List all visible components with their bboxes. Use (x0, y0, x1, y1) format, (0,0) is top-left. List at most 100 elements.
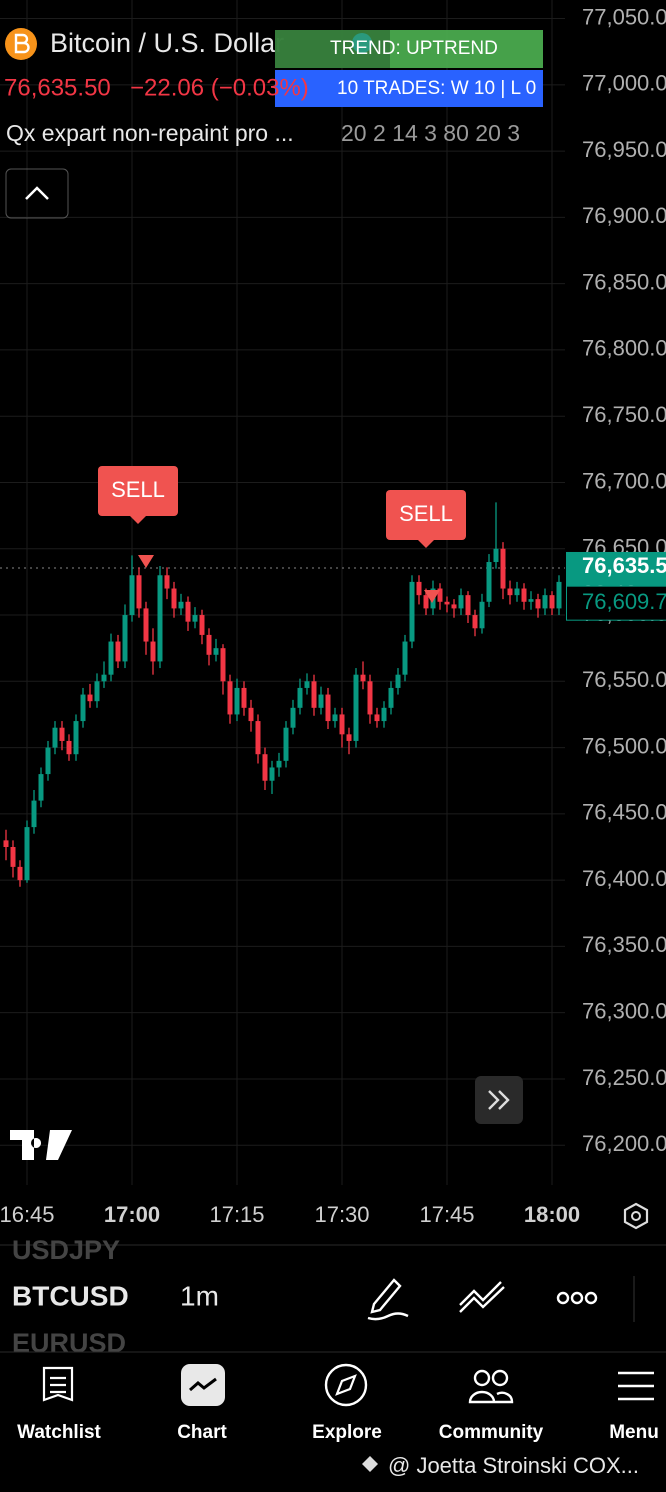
candle-body (416, 581, 422, 596)
candle-body (38, 774, 44, 801)
candle-body (164, 575, 170, 589)
nav-label[interactable]: Community (439, 1422, 544, 1443)
draw-icon[interactable] (367, 1278, 409, 1321)
candle-body (521, 588, 527, 602)
x-tick-label: 17:45 (419, 1202, 474, 1227)
candle-body (122, 615, 128, 662)
toolbar-band (0, 1264, 666, 1334)
chevron-up (25, 186, 49, 200)
candle-body (94, 681, 100, 702)
symbol[interactable]: BTCUSD (12, 1280, 129, 1311)
candle-body (304, 681, 310, 688)
candle-body (535, 599, 541, 609)
candle-body (3, 840, 9, 847)
candle-body (185, 601, 191, 622)
settings-icon[interactable] (623, 1202, 649, 1230)
candle-body (17, 866, 23, 881)
candle-body (542, 595, 548, 609)
interval[interactable]: 1m (180, 1280, 219, 1311)
x-tick-label: 17:30 (314, 1202, 369, 1227)
tv-logo (10, 1130, 72, 1160)
last-price: 76,635.50 (4, 74, 111, 101)
chart-icon-line (189, 1377, 217, 1392)
candle-body (101, 674, 107, 682)
last-price-label: 76,635.5 (582, 553, 666, 578)
candle-body (395, 674, 401, 688)
candle-body (290, 707, 296, 728)
y-tick-label: 76,750.0 (582, 402, 666, 427)
candle-body (199, 615, 205, 635)
exchange-icon (362, 1456, 378, 1472)
y-tick-label: 76,350.0 (582, 932, 666, 957)
candle-body (360, 674, 366, 682)
candle-body (283, 727, 289, 761)
trend-label: TREND: UPTREND (330, 38, 498, 59)
candle-body (451, 604, 457, 609)
nav-label[interactable]: Chart (177, 1422, 227, 1443)
candle-body (388, 687, 394, 708)
candle-body (346, 734, 352, 741)
candle-body (150, 641, 156, 662)
candle-body (297, 687, 303, 708)
explore-needle (335, 1374, 357, 1396)
next-symbol[interactable]: EURUSD (12, 1328, 126, 1358)
x-tick-label: 16:45 (0, 1202, 55, 1227)
trades-label: 10 TRADES: W 10 | L 0 (337, 78, 536, 99)
menu-icon[interactable] (618, 1371, 654, 1401)
candle-body (115, 641, 121, 662)
candle-body (374, 714, 380, 722)
candle-body (66, 740, 72, 755)
candle-body (24, 827, 30, 881)
nav-bar: Watchlist Chart Explore Community Menu (17, 1422, 659, 1443)
candle-body (458, 595, 464, 609)
candle-body (129, 575, 135, 616)
second-price-box (566, 585, 666, 621)
indicator-icon[interactable] (459, 1281, 505, 1313)
candle-body (171, 588, 177, 609)
candle-body (486, 562, 492, 602)
second-price-label: 76,609.7 (582, 589, 666, 614)
sell-box (386, 490, 466, 540)
settings-icon-core (631, 1211, 641, 1221)
x-tick-label: 17:00 (104, 1202, 160, 1227)
chart-icon[interactable] (181, 1364, 225, 1406)
nav-label[interactable]: Explore (312, 1422, 382, 1443)
candle-body (549, 595, 555, 609)
candle-body (234, 687, 240, 715)
trend-box-shade (275, 30, 390, 68)
more-icon[interactable] (556, 1291, 598, 1305)
nav-label[interactable]: Menu (609, 1422, 659, 1443)
candle-body (136, 575, 142, 609)
candle-body (31, 800, 37, 828)
community-icon[interactable] (468, 1369, 514, 1404)
sell-arrow (424, 590, 440, 603)
grid (0, 0, 565, 1185)
candle-body (157, 575, 163, 662)
candle-body (45, 747, 51, 775)
candle-body (143, 608, 149, 642)
candle-body (472, 615, 478, 629)
candle-body (276, 760, 282, 768)
candle-body (80, 694, 86, 722)
nav-label[interactable]: Watchlist (17, 1422, 101, 1443)
candle-body (465, 595, 471, 616)
y-tick-label: 76,400.0 (582, 866, 666, 891)
candle-body (423, 595, 429, 609)
candle-body (52, 727, 58, 748)
y-tick-label: 76,200.0 (582, 1131, 666, 1156)
candle-body (73, 721, 79, 755)
candle-body (248, 707, 254, 722)
explore-icon[interactable] (324, 1363, 368, 1407)
candle-body (479, 601, 485, 629)
candle-body (59, 727, 65, 741)
prev-symbol[interactable]: USDJPY (12, 1235, 120, 1265)
collapse-button[interactable] (5, 168, 69, 219)
footer-credit: @ Joetta Stroinski COX... (388, 1453, 639, 1478)
sell-box (98, 466, 178, 516)
y-tick-label: 76,950.0 (582, 137, 666, 162)
watchlist-icon[interactable] (42, 1366, 74, 1402)
indicator-values: 20 2 14 3 80 20 3 (341, 120, 520, 146)
candle-body (339, 714, 345, 735)
